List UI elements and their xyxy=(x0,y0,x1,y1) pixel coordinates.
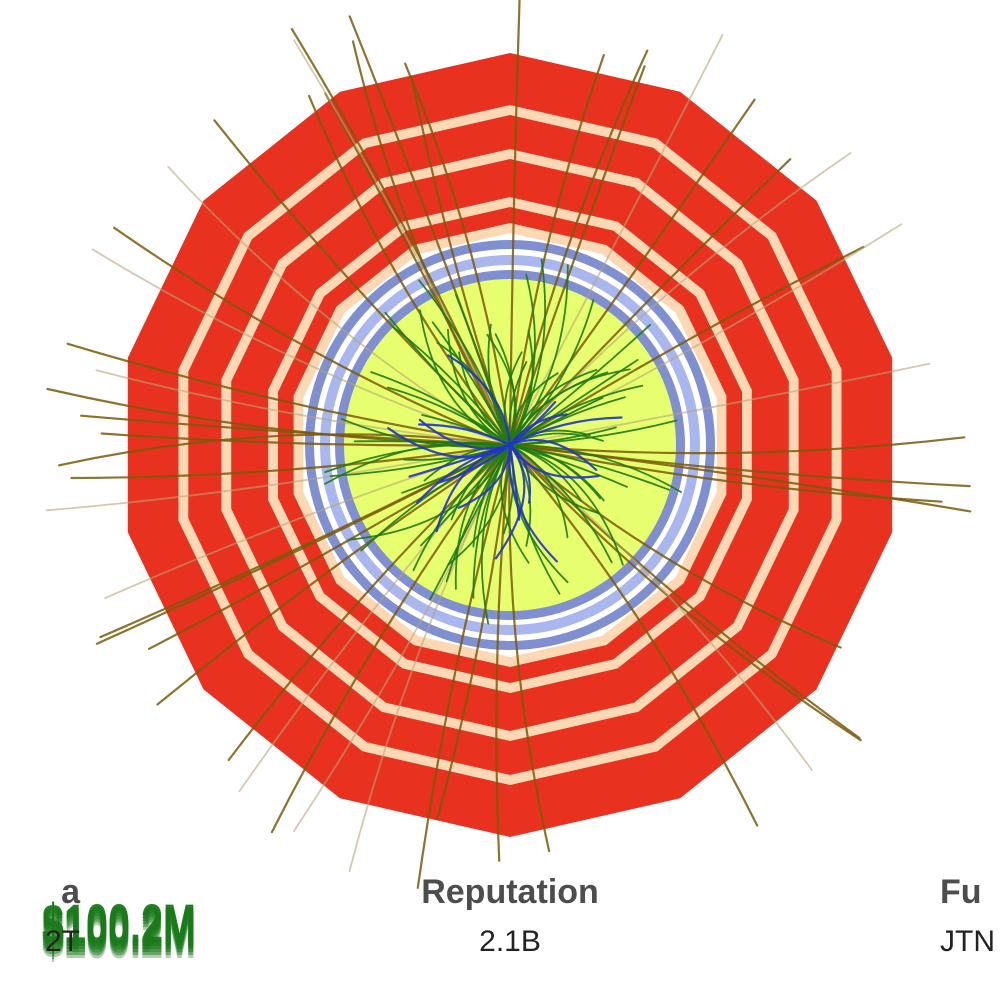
track-green xyxy=(420,444,511,547)
track-faint xyxy=(509,444,813,771)
track-long xyxy=(416,443,512,889)
track-faint xyxy=(91,248,511,446)
track-green xyxy=(509,264,569,446)
track-green xyxy=(418,279,511,446)
track-long xyxy=(508,54,605,447)
track-green xyxy=(509,444,613,564)
stat-left-label: a xyxy=(61,873,80,911)
track-blue xyxy=(508,443,521,521)
track-blue xyxy=(436,443,512,485)
track-green xyxy=(353,440,511,446)
track-blue xyxy=(447,354,512,447)
track-green xyxy=(429,444,511,601)
track-green xyxy=(454,444,511,590)
track-green xyxy=(509,444,569,539)
track-green xyxy=(384,311,511,446)
track-green xyxy=(509,419,678,446)
stat-left-value: 2T xyxy=(44,925,80,958)
stat-right: Fu JTN xyxy=(940,872,1000,962)
track-green xyxy=(412,444,511,572)
track-green xyxy=(500,444,530,564)
track-long xyxy=(308,94,512,447)
track-faint xyxy=(509,362,931,446)
track-green xyxy=(419,309,511,446)
track-green xyxy=(509,444,605,502)
track-blue xyxy=(508,401,557,447)
track-long xyxy=(66,342,512,447)
track-green xyxy=(509,372,559,446)
track-long xyxy=(508,65,646,447)
track-green xyxy=(494,333,516,446)
price-badge-layer: $100.2M xyxy=(42,898,196,961)
track-green xyxy=(509,258,546,446)
track-blue xyxy=(418,418,512,450)
track-blue xyxy=(494,443,526,560)
track-green xyxy=(431,321,511,446)
track-long xyxy=(70,443,512,480)
track-faint xyxy=(167,165,511,446)
price-badge-layer: $100.2M xyxy=(42,904,196,962)
track-green xyxy=(509,444,582,502)
stat-right-value: JTN xyxy=(940,925,995,958)
stat-left: a 2T xyxy=(0,872,80,962)
track-green xyxy=(445,444,511,583)
stat-reputation-label: Reputation xyxy=(421,873,599,911)
price-badge-layer: $100.2M xyxy=(42,907,196,962)
price-badge-layer: $100.2M xyxy=(42,892,196,955)
track-blue xyxy=(418,423,512,447)
track-blue xyxy=(508,443,531,504)
track-faint xyxy=(293,39,511,446)
stat-reputation-value: 2.1B xyxy=(479,925,541,958)
track-long xyxy=(508,443,943,503)
track-long xyxy=(508,49,649,447)
track-long xyxy=(508,436,966,455)
track-blue xyxy=(457,443,512,509)
track-green xyxy=(509,359,639,446)
track-long xyxy=(404,62,512,447)
track-faint xyxy=(292,444,511,833)
stat-right-label: Fu xyxy=(940,873,982,911)
track-blue xyxy=(508,438,598,472)
track-blue xyxy=(508,416,623,447)
particle-tracks xyxy=(45,0,972,889)
stat-reputation: Reputation 2.1B xyxy=(380,872,640,962)
track-long xyxy=(351,40,512,447)
track-green xyxy=(509,444,682,493)
track-blue xyxy=(508,443,558,563)
price-badge-graphic: $100.2M$100.2M$100.2M$100.2M$100.2M$100.… xyxy=(42,892,196,962)
track-blue xyxy=(387,427,512,459)
track-long xyxy=(508,443,861,740)
track-long xyxy=(324,92,512,447)
track-faint xyxy=(45,444,511,512)
track-long xyxy=(436,443,512,820)
track-long xyxy=(508,443,551,853)
track-blue xyxy=(435,443,512,533)
track-faint xyxy=(95,369,511,446)
track-faint xyxy=(509,152,852,446)
track-long xyxy=(508,443,759,827)
track-long xyxy=(113,226,512,447)
track-faint xyxy=(509,33,724,446)
price-badge-layer: $100.2M xyxy=(42,895,196,958)
track-green xyxy=(423,444,511,482)
price-badge-layer: $100.2M xyxy=(42,901,196,962)
track-long xyxy=(495,443,512,862)
